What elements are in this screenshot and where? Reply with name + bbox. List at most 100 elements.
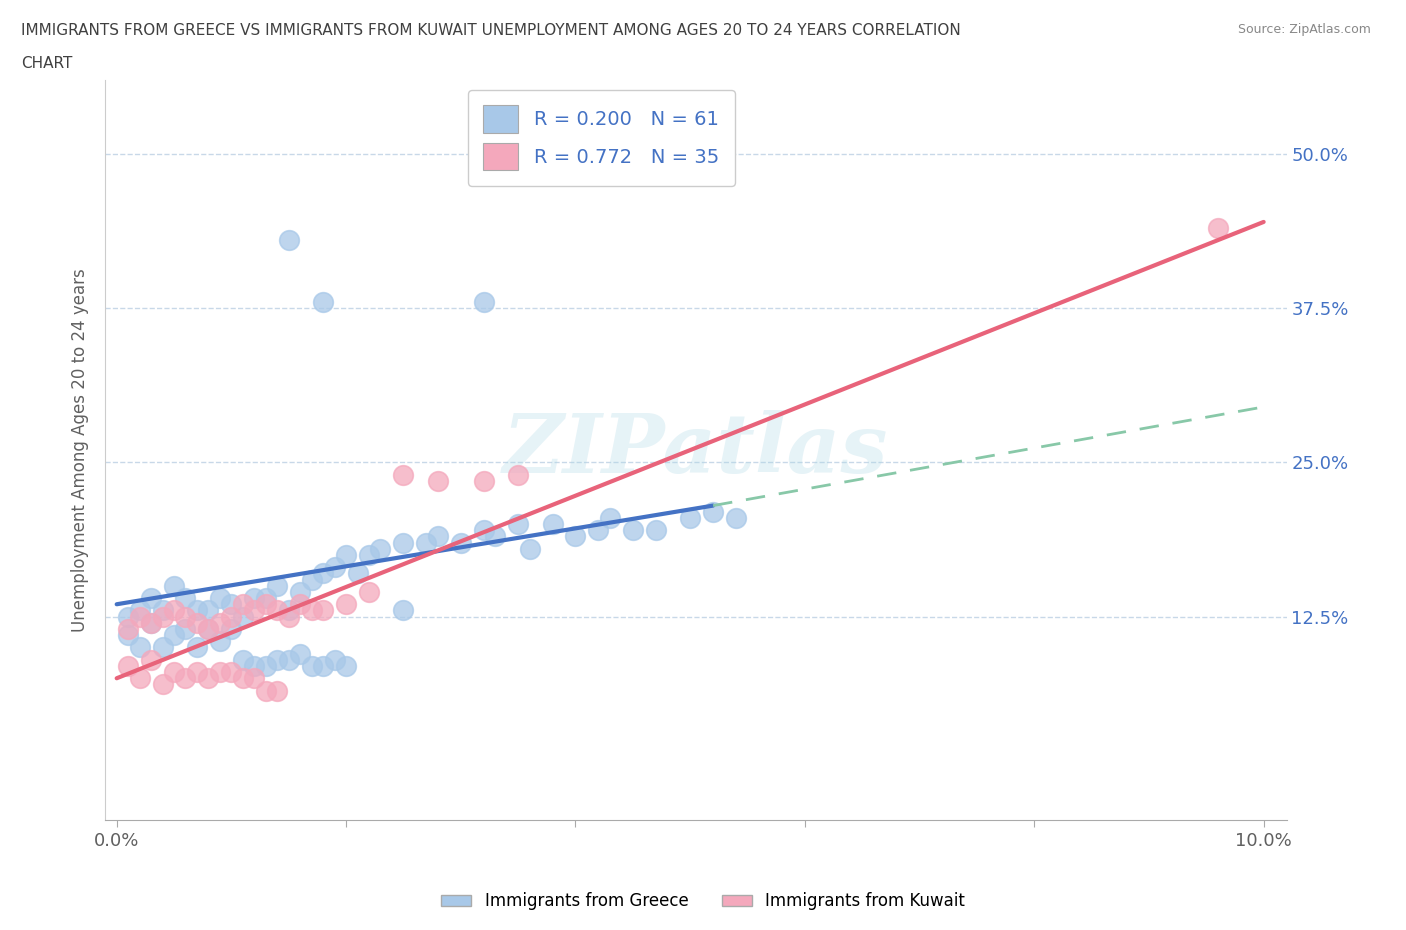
Point [152, 640, 174, 655]
Point [277, 233, 299, 248]
Point [208, 634, 231, 649]
Point [139, 652, 162, 667]
Point [139, 616, 162, 631]
Point [312, 658, 335, 673]
Text: ZIPatlas: ZIPatlas [503, 410, 889, 490]
Point [392, 603, 415, 618]
Point [519, 541, 541, 556]
Point [266, 578, 288, 593]
Point [232, 671, 254, 685]
Point [323, 560, 346, 575]
Point [152, 603, 174, 618]
Point [290, 584, 312, 599]
Point [208, 616, 231, 631]
Point [621, 523, 644, 538]
Point [197, 671, 219, 685]
Point [541, 517, 564, 532]
Point [588, 523, 610, 538]
Point [290, 646, 312, 661]
Point [152, 677, 174, 692]
Point [186, 616, 208, 631]
Point [312, 295, 335, 310]
Point [221, 621, 243, 636]
Point [174, 671, 197, 685]
Point [243, 603, 266, 618]
Point [472, 473, 495, 488]
Point [139, 591, 162, 605]
Point [163, 665, 186, 680]
Point [725, 511, 748, 525]
Point [174, 621, 197, 636]
Point [186, 603, 208, 618]
Point [117, 658, 139, 673]
Point [301, 603, 323, 618]
Point [186, 665, 208, 680]
Point [243, 591, 266, 605]
Point [335, 658, 357, 673]
Point [266, 652, 288, 667]
Point [277, 652, 299, 667]
Point [243, 671, 266, 685]
Point [370, 541, 392, 556]
Point [301, 572, 323, 587]
Point [415, 535, 437, 550]
Point [599, 511, 621, 525]
Point [335, 548, 357, 563]
Point [221, 665, 243, 680]
Point [392, 467, 415, 482]
Point [301, 658, 323, 673]
Point [254, 658, 277, 673]
Point [128, 640, 150, 655]
Point [208, 591, 231, 605]
Point [312, 566, 335, 581]
Point [197, 621, 219, 636]
Point [208, 665, 231, 680]
Y-axis label: Unemployment Among Ages 20 to 24 years: Unemployment Among Ages 20 to 24 years [72, 268, 89, 632]
Point [277, 609, 299, 624]
Point [702, 504, 724, 519]
Text: CHART: CHART [21, 56, 73, 71]
Point [174, 591, 197, 605]
Legend: Immigrants from Greece, Immigrants from Kuwait: Immigrants from Greece, Immigrants from … [434, 885, 972, 917]
Point [484, 529, 506, 544]
Point [266, 684, 288, 698]
Point [357, 548, 380, 563]
Point [197, 603, 219, 618]
Point [232, 597, 254, 612]
Point [174, 609, 197, 624]
Point [508, 467, 530, 482]
Point [254, 591, 277, 605]
Point [128, 609, 150, 624]
Point [128, 603, 150, 618]
Point [472, 523, 495, 538]
Point [312, 603, 335, 618]
Point [163, 578, 186, 593]
Point [221, 609, 243, 624]
Point [243, 658, 266, 673]
Point [117, 609, 139, 624]
Point [679, 511, 702, 525]
Point [357, 584, 380, 599]
Point [232, 609, 254, 624]
Point [323, 652, 346, 667]
Point [221, 597, 243, 612]
Point [186, 640, 208, 655]
Point [564, 529, 586, 544]
Point [1206, 220, 1229, 235]
Point [290, 597, 312, 612]
Point [117, 621, 139, 636]
Point [232, 652, 254, 667]
Point [508, 517, 530, 532]
Point [254, 597, 277, 612]
Point [335, 597, 357, 612]
Point [644, 523, 666, 538]
Point [128, 671, 150, 685]
Point [346, 566, 368, 581]
Point [426, 529, 449, 544]
Point [139, 616, 162, 631]
Point [152, 609, 174, 624]
Text: Source: ZipAtlas.com: Source: ZipAtlas.com [1237, 23, 1371, 36]
Point [163, 628, 186, 643]
Point [197, 621, 219, 636]
Point [163, 603, 186, 618]
